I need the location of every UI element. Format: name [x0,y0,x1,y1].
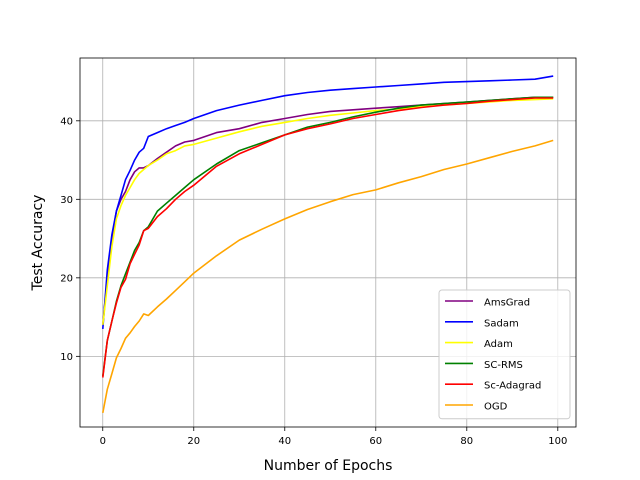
x-axis-label: Number of Epochs [264,458,393,474]
series-line-sc-rms [102,96,554,377]
legend-box [438,289,571,420]
series-line-sadam [102,75,554,329]
y-tick-label: 10 [60,352,73,363]
ticks: 0 20 40 60 80 100 10 20 30 40 [60,116,567,447]
x-tick-label: 60 [369,436,382,447]
legend: AmsGrad Sadam Adam SC-RMS Sc-Adagrad OGD [438,289,571,420]
legend-label: SC-RMS [484,360,523,371]
x-tick-label: 80 [460,436,473,447]
y-tick-label: 30 [60,195,73,206]
y-tick-label: 20 [60,273,73,284]
x-tick-label: 40 [278,436,291,447]
x-tick-label: 100 [548,436,567,447]
series-line-ogd [102,139,554,414]
legend-label: Adam [484,339,513,350]
legend-label: OGD [484,402,508,413]
legend-label: Sadam [484,318,519,329]
plot-lines [102,75,554,414]
legend-label: Sc-Adagrad [484,381,541,392]
y-tick-label: 40 [60,116,73,127]
axes-frame [79,57,577,428]
y-axis-label: Test Accuracy [30,195,46,292]
legend-label: AmsGrad [484,298,530,309]
x-tick-label: 20 [187,436,200,447]
x-tick-label: 0 [100,436,106,447]
series-line-sc-adagrad [102,97,554,378]
